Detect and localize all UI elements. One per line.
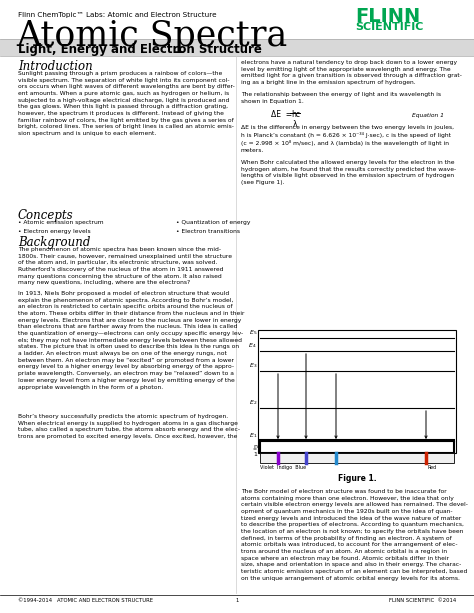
Text: λ: λ: [293, 120, 298, 129]
Text: n: n: [253, 443, 257, 449]
Text: Bohr’s theory successfully predicts the atomic spectrum of hydrogen.
When electr: Bohr’s theory successfully predicts the …: [18, 414, 240, 439]
Text: E$_3$: E$_3$: [249, 361, 257, 370]
Text: Violet  Indigo  Blue: Violet Indigo Blue: [260, 465, 306, 470]
Bar: [0, 39, 474, 56]
Text: • Electron energy levels: • Electron energy levels: [18, 229, 91, 234]
Text: Red: Red: [428, 465, 437, 470]
Text: FLINN SCIENTIFIC  ©2014: FLINN SCIENTIFIC ©2014: [389, 598, 456, 603]
Bar: [260, 453, 454, 463]
Text: Introduction: Introduction: [18, 60, 93, 73]
Text: electrons have a natural tendency to drop back down to a lower energy
level by e: electrons have a natural tendency to dro…: [241, 60, 462, 85]
Text: The phenomenon of atomic spectra has been known since the mid-
1800s. Their caus: The phenomenon of atomic spectra has bee…: [18, 247, 232, 286]
Text: E$_1$: E$_1$: [249, 431, 257, 440]
Text: E$_2$: E$_2$: [249, 398, 257, 407]
Text: Atomic Spectra: Atomic Spectra: [16, 19, 287, 53]
Text: Background: Background: [18, 236, 91, 249]
Text: ©1994-2014   ATOMIC AND ELECTRON STRUCTURE: ©1994-2014 ATOMIC AND ELECTRON STRUCTURE: [18, 598, 153, 603]
Text: Figure 1.: Figure 1.: [337, 474, 376, 483]
Text: FLINN: FLINN: [355, 7, 420, 26]
Text: Equation 1: Equation 1: [412, 113, 444, 118]
Text: =: =: [253, 447, 257, 452]
Text: E$_5$: E$_5$: [248, 328, 257, 337]
Text: The relationship between the energy of light and its wavelength is
shown in Equa: The relationship between the energy of l…: [241, 92, 441, 104]
Text: ΔE  =: ΔE =: [271, 110, 292, 119]
Text: E$_4$: E$_4$: [248, 341, 257, 350]
Text: SCIENTIFIC: SCIENTIFIC: [355, 22, 423, 32]
Text: Concepts: Concepts: [18, 209, 73, 222]
Text: hc: hc: [291, 110, 300, 119]
Text: Flinn ChemTopic™ Labs: Atomic and Electron Structure: Flinn ChemTopic™ Labs: Atomic and Electr…: [18, 12, 217, 18]
Text: 1: 1: [235, 598, 239, 603]
Text: • Atomic emission spectrum: • Atomic emission spectrum: [18, 220, 104, 225]
Text: Sunlight passing through a prism produces a rainbow of colors—the
visible spectr: Sunlight passing through a prism produce…: [18, 71, 235, 136]
Bar: [260, 440, 454, 453]
Bar: [258, 330, 456, 453]
Text: ΔE is the difference in energy between the two energy levels in joules,
h is Pla: ΔE is the difference in energy between t…: [241, 125, 454, 153]
Text: Light, Energy and Electron Structure: Light, Energy and Electron Structure: [18, 43, 262, 56]
Text: • Electron transitions: • Electron transitions: [176, 229, 240, 234]
Text: • Quantization of energy: • Quantization of energy: [176, 220, 250, 225]
Text: The Bohr model of electron structure was found to be inaccurate for
atoms contai: The Bohr model of electron structure was…: [241, 489, 468, 581]
Text: When Bohr calculated the allowed energy levels for the electron in the
hydrogen : When Bohr calculated the allowed energy …: [241, 160, 456, 185]
Text: 1: 1: [253, 452, 257, 457]
Text: In 1913, Niels Bohr proposed a model of electron structure that would
explain th: In 1913, Niels Bohr proposed a model of …: [18, 291, 245, 389]
